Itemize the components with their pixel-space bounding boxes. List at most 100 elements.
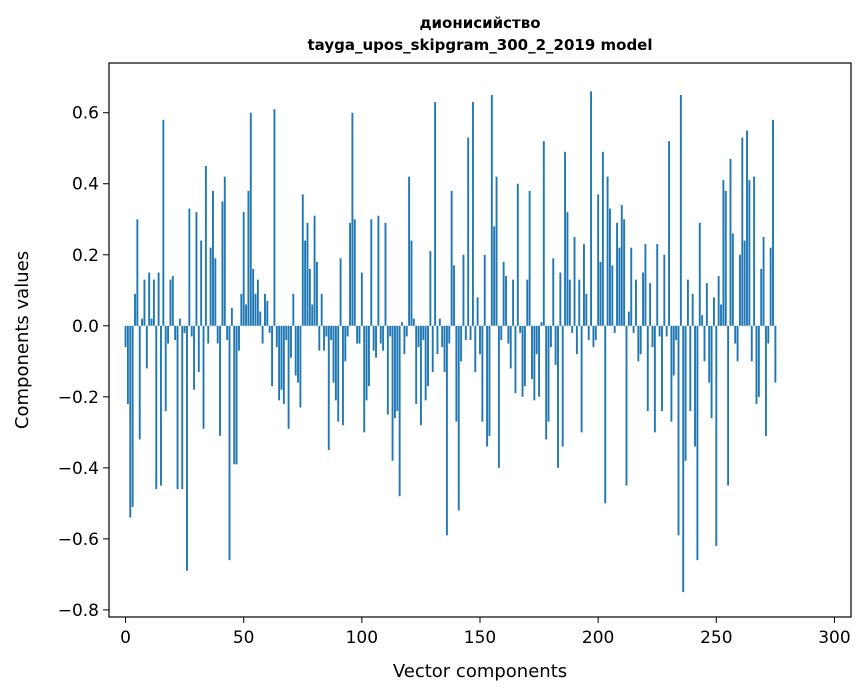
- bar: [760, 268, 763, 326]
- bar: [367, 325, 370, 387]
- bar: [408, 176, 411, 326]
- bar: [351, 112, 354, 326]
- y-tick-label: −0.2: [58, 388, 99, 408]
- bar: [155, 325, 158, 490]
- bar: [282, 325, 285, 404]
- bar: [273, 109, 276, 326]
- bar: [774, 325, 777, 383]
- bar: [713, 297, 715, 326]
- bar: [523, 325, 526, 387]
- bar: [750, 325, 753, 362]
- bar: [479, 325, 481, 355]
- chart-title: дионисийство: [419, 14, 540, 32]
- bar: [318, 325, 321, 351]
- y-axis: −0.8 −0.6 −0.4 −0.2 0.0 0.2 0.4 0.6: [58, 104, 109, 621]
- bar: [656, 244, 659, 326]
- bar: [467, 137, 470, 326]
- bar: [663, 254, 666, 326]
- bar: [533, 325, 536, 401]
- bar: [571, 325, 574, 333]
- x-tick-label: 300: [818, 628, 850, 648]
- bar: [230, 308, 233, 326]
- bar: [625, 325, 628, 486]
- bar: [235, 325, 238, 465]
- bar: [670, 325, 673, 422]
- y-tick-label: −0.6: [58, 530, 99, 550]
- bar: [240, 293, 243, 326]
- bar: [644, 244, 647, 326]
- bar: [124, 325, 127, 348]
- bar: [559, 272, 562, 326]
- bar: [651, 325, 654, 348]
- bar: [365, 325, 368, 401]
- bar: [278, 325, 281, 401]
- bar: [204, 165, 207, 326]
- bar: [287, 325, 290, 429]
- y-tick-label: 0.6: [72, 104, 99, 124]
- bar: [665, 325, 668, 337]
- bar: [344, 325, 347, 362]
- bar: [429, 251, 432, 326]
- bar: [552, 258, 555, 326]
- bar: [427, 325, 429, 387]
- bar: [174, 325, 177, 340]
- bar: [632, 325, 635, 333]
- bar: [531, 325, 533, 380]
- bar: [519, 325, 522, 333]
- bar: [642, 272, 644, 326]
- bar: [349, 222, 351, 326]
- bar: [152, 279, 155, 326]
- bar: [746, 130, 748, 326]
- bar: [441, 325, 444, 348]
- bar: [171, 276, 174, 326]
- bar: [545, 325, 548, 440]
- bar: [181, 325, 184, 490]
- bar: [512, 279, 515, 326]
- y-tick-label: 0.4: [72, 175, 99, 195]
- bar: [275, 325, 278, 348]
- bar: [575, 325, 578, 355]
- bar: [360, 272, 363, 326]
- bar: [266, 300, 269, 326]
- bar: [375, 325, 377, 358]
- bar: [219, 325, 222, 436]
- bar: [630, 247, 633, 326]
- bar: [252, 268, 255, 326]
- bar: [568, 279, 571, 326]
- bar: [469, 325, 472, 340]
- y-tick-label: −0.4: [58, 459, 99, 479]
- bar: [708, 325, 711, 383]
- bar: [226, 325, 229, 340]
- bar: [197, 325, 200, 372]
- bar: [228, 325, 231, 561]
- bar: [753, 176, 756, 326]
- bar: [424, 325, 427, 401]
- bar: [145, 325, 148, 369]
- bar: [748, 180, 751, 326]
- y-tick-label: 0.0: [72, 317, 99, 337]
- bar: [167, 325, 170, 344]
- bar: [604, 325, 607, 504]
- bar: [471, 102, 474, 326]
- x-tick-label: 50: [233, 628, 255, 648]
- bar: [528, 190, 531, 326]
- bar: [401, 322, 403, 326]
- bar: [212, 190, 214, 326]
- x-tick-label: 0: [120, 628, 131, 648]
- y-axis-label: Components values: [12, 251, 33, 429]
- bar: [493, 226, 496, 326]
- bar: [297, 325, 299, 383]
- bar: [259, 311, 262, 326]
- bar: [722, 180, 725, 326]
- bar: [637, 325, 640, 362]
- bar: [772, 119, 774, 326]
- bar: [486, 325, 489, 447]
- bar: [412, 318, 415, 326]
- bar: [601, 151, 604, 326]
- bar: [578, 279, 581, 326]
- bar: [734, 325, 737, 344]
- bar: [410, 240, 413, 326]
- bar: [126, 325, 129, 404]
- bar: [311, 304, 314, 326]
- bar: [769, 247, 772, 326]
